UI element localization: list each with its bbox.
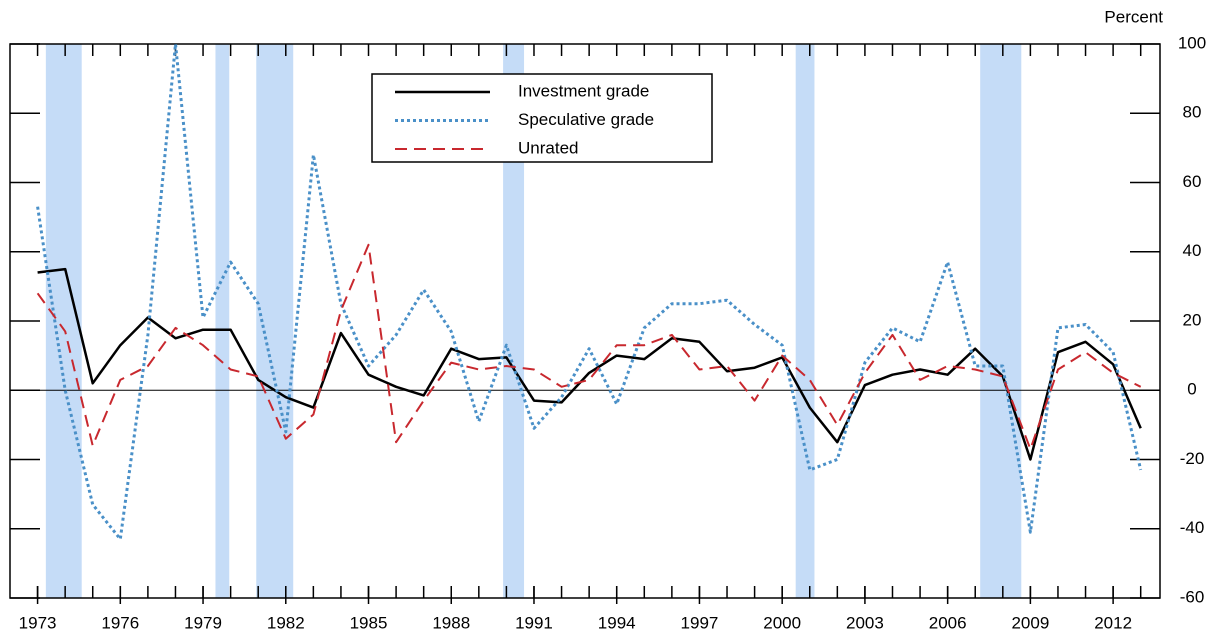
y-tick-label: -20 (1180, 449, 1205, 468)
x-tick-label: 1988 (432, 613, 470, 632)
legend-label: Unrated (518, 138, 578, 157)
legend-label: Speculative grade (518, 110, 654, 129)
x-tick-label: 1985 (350, 613, 388, 632)
y-tick-label: 0 (1187, 380, 1196, 399)
x-tick-label: 1997 (681, 613, 719, 632)
series-line (36, 243, 1142, 451)
x-tick-label: 2009 (1011, 613, 1049, 632)
y-axis-label: Percent (1104, 7, 1163, 26)
x-tick-label: 1994 (598, 613, 636, 632)
y-tick-label: -60 (1180, 587, 1205, 606)
recession-band (45, 44, 82, 598)
y-tick-label: 20 (1183, 310, 1202, 329)
recession-band (980, 44, 1022, 598)
recession-band (503, 44, 525, 598)
x-tick-label: 1973 (19, 613, 57, 632)
y-tick-label: 40 (1183, 241, 1202, 260)
legend-box (371, 73, 713, 163)
x-tick-label: 2006 (929, 613, 967, 632)
legend-label: Investment grade (518, 81, 649, 100)
x-tick-label: 2000 (763, 613, 801, 632)
x-tick-label: 2003 (846, 613, 884, 632)
recession-band (795, 44, 815, 598)
x-tick-label: 2012 (1094, 613, 1132, 632)
y-tick-label: 60 (1183, 172, 1202, 191)
y-tick-label: 80 (1183, 103, 1202, 122)
recession-band (215, 44, 230, 598)
series-line (37, 267, 1142, 461)
x-tick-label: 1976 (101, 613, 139, 632)
x-tick-label: 1982 (267, 613, 305, 632)
y-tick-label: 100 (1178, 33, 1206, 52)
x-tick-label: 1991 (515, 613, 553, 632)
y-tick-label: -40 (1180, 518, 1205, 537)
x-tick-label: 1979 (184, 613, 222, 632)
series-line (36, 42, 1143, 541)
